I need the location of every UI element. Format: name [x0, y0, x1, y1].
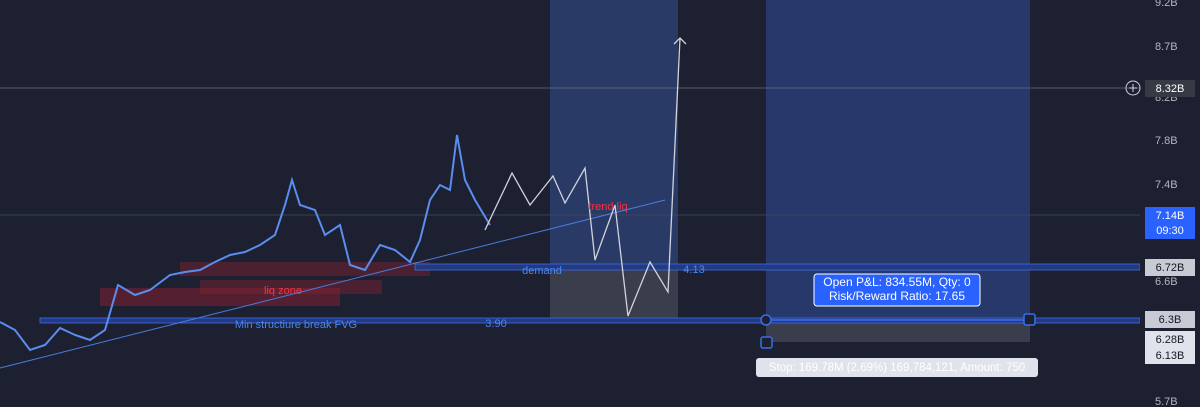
badge: [1145, 331, 1195, 364]
badge-text: 6.72B: [1156, 262, 1185, 274]
badge-text: 6.3B: [1159, 314, 1182, 326]
projection-arrow: [673, 37, 687, 45]
annotation: Min structiure break FVG: [235, 319, 357, 331]
rr-text: Risk/Reward Ratio: 17.65: [829, 289, 965, 303]
badge: [1145, 259, 1195, 276]
stop-zone: [766, 320, 1030, 342]
add-icon: [1129, 84, 1137, 92]
badge-text: 8.32B: [1156, 83, 1185, 95]
add-button[interactable]: [1125, 80, 1141, 96]
annotation: trend liq: [588, 201, 627, 213]
handle[interactable]: [760, 314, 772, 326]
projection-path: [484, 37, 681, 317]
annotation: 3.90: [485, 318, 506, 330]
pnl-text: Open P&L: 834.55M, Qty: 0: [823, 275, 971, 289]
badge-text: 7.14B: [1156, 210, 1185, 222]
axis-label: 8.7B: [1155, 41, 1178, 53]
handle[interactable]: [1023, 313, 1036, 326]
annotation: liq zone: [264, 285, 302, 297]
trend-line: [0, 199, 666, 369]
target-zone: [766, 0, 1030, 320]
badge: [1145, 311, 1195, 328]
badge: [1145, 207, 1195, 239]
axis-label: 6.6B: [1155, 276, 1178, 288]
highlight-zone-lower: [550, 270, 678, 322]
badge-text: 6.28B: [1156, 334, 1185, 346]
axis-label: 5.7B: [1155, 396, 1178, 407]
badge-text: 09:30: [1156, 225, 1184, 237]
stop-text: Stop: 169.78M (2.69%) 169,784,121, Amoun…: [769, 362, 1025, 374]
pnl-tooltip: [813, 273, 981, 307]
handle[interactable]: [760, 336, 773, 349]
badge: [1145, 80, 1195, 97]
annotation: 4.13: [683, 264, 704, 276]
axis-label: 7.4B: [1155, 179, 1178, 191]
axis-label: 9.2B: [1155, 0, 1178, 9]
badge-text: 6.13B: [1156, 350, 1185, 362]
annotation: demand: [522, 265, 562, 277]
stop-tooltip: [756, 358, 1038, 377]
price-candles: [0, 134, 491, 352]
axis-label: 7.8B: [1155, 135, 1178, 147]
